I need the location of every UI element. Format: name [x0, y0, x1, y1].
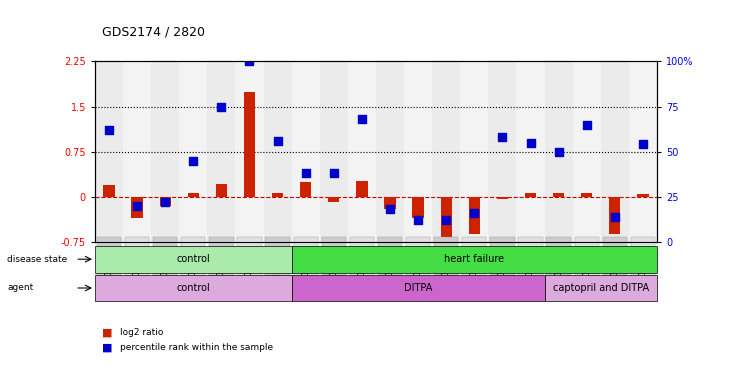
Text: GSM111829: GSM111829 [301, 245, 310, 291]
Text: captopril and DITPA: captopril and DITPA [553, 283, 649, 293]
Bar [151, 61, 180, 242]
Text: ■: ■ [102, 327, 112, 337]
Bar [292, 246, 657, 273]
Point [553, 149, 564, 155]
Text: log2 ratio: log2 ratio [120, 328, 164, 337]
Bar [432, 61, 461, 242]
Bar [412, 197, 423, 218]
Bar [517, 61, 545, 242]
Bar [207, 61, 235, 242]
Bar [497, 197, 508, 199]
Text: GSM111865: GSM111865 [414, 245, 423, 291]
Text: GSM111863: GSM111863 [358, 245, 366, 291]
Text: GSM112038: GSM112038 [554, 245, 563, 291]
Bar [95, 61, 123, 242]
Bar [545, 275, 657, 301]
Bar [573, 61, 601, 242]
Point [440, 217, 452, 223]
Text: GSM111772: GSM111772 [104, 245, 113, 291]
Bar [488, 61, 517, 242]
Bar [131, 197, 142, 218]
Point [215, 104, 227, 110]
Text: percentile rank within the sample: percentile rank within the sample [120, 343, 274, 352]
Bar [180, 61, 207, 242]
Point [300, 170, 312, 176]
Point [272, 138, 283, 144]
Bar [461, 61, 488, 242]
Point [637, 141, 649, 147]
Bar [104, 185, 115, 197]
Text: GSM111867: GSM111867 [470, 245, 479, 291]
Text: disease state: disease state [7, 255, 68, 264]
Bar [376, 61, 404, 242]
Bar [272, 193, 283, 197]
Bar [300, 182, 311, 197]
Bar [292, 275, 545, 301]
Text: DITPA: DITPA [404, 283, 432, 293]
Bar [328, 197, 339, 202]
Bar [123, 61, 151, 242]
Point [131, 203, 143, 209]
Bar [216, 184, 227, 197]
Text: GSM111824: GSM111824 [161, 245, 169, 291]
Text: heart failure: heart failure [445, 254, 504, 264]
Text: GSM111861: GSM111861 [329, 245, 338, 291]
Bar [356, 180, 367, 197]
Text: GSM111826: GSM111826 [217, 245, 226, 291]
Text: GSM111825: GSM111825 [189, 245, 198, 291]
Text: GSM112040: GSM112040 [610, 245, 619, 291]
Text: GSM111864: GSM111864 [385, 245, 394, 291]
Point [328, 170, 339, 176]
Bar [637, 194, 648, 197]
Bar [244, 91, 255, 197]
Text: GSM111823: GSM111823 [133, 245, 142, 291]
Point [188, 158, 199, 164]
Text: control: control [177, 254, 210, 264]
Point [609, 214, 620, 220]
Point [244, 58, 256, 65]
Point [525, 140, 537, 146]
Bar [581, 193, 592, 197]
Point [496, 134, 508, 140]
Point [581, 121, 593, 127]
Bar [441, 197, 452, 237]
Bar [95, 246, 291, 273]
Bar [188, 193, 199, 197]
Bar [545, 61, 573, 242]
Point [412, 217, 424, 223]
Bar [95, 275, 291, 301]
Bar [404, 61, 432, 242]
Text: GDS2174 / 2820: GDS2174 / 2820 [102, 25, 205, 38]
Point [159, 199, 171, 205]
Bar [236, 61, 264, 242]
Bar [320, 61, 348, 242]
Bar [385, 197, 396, 209]
Bar [292, 61, 320, 242]
Point [384, 206, 396, 212]
Point [469, 210, 480, 216]
Text: GSM111869: GSM111869 [498, 245, 507, 291]
Bar [469, 197, 480, 234]
Text: GSM112041: GSM112041 [639, 245, 648, 291]
Point [103, 127, 115, 133]
Text: agent: agent [7, 283, 34, 293]
Bar [601, 61, 629, 242]
Text: GSM111870: GSM111870 [526, 245, 535, 291]
Text: control: control [177, 283, 210, 293]
Bar [264, 61, 292, 242]
Bar [553, 193, 564, 197]
Point [356, 116, 368, 122]
Bar [160, 197, 171, 206]
Text: GSM112039: GSM112039 [583, 245, 591, 291]
Bar [525, 193, 536, 197]
Text: GSM111828: GSM111828 [273, 245, 282, 290]
Text: GSM111866: GSM111866 [442, 245, 450, 291]
Text: GSM111827: GSM111827 [245, 245, 254, 291]
Bar [348, 61, 376, 242]
Text: ■: ■ [102, 343, 112, 353]
Bar [629, 61, 657, 242]
Bar [610, 197, 620, 234]
